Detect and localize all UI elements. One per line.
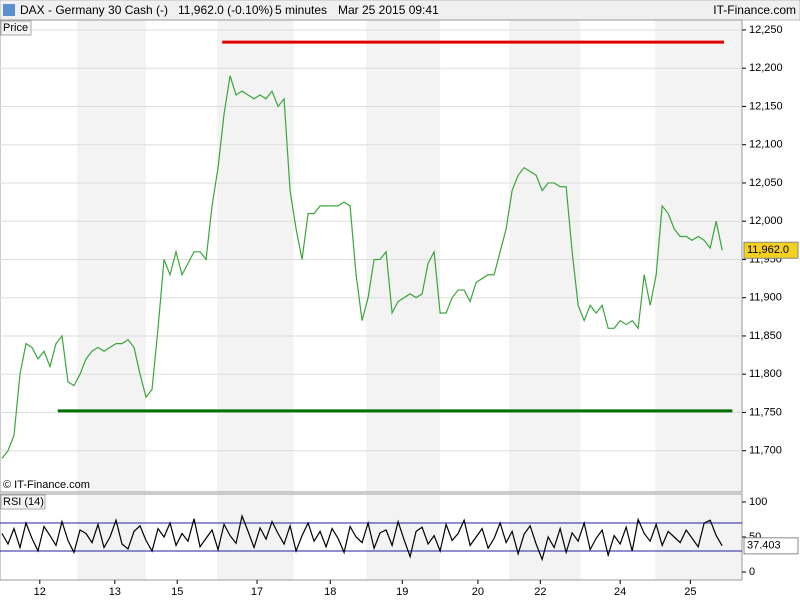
- y-tick-label: 11,750: [749, 406, 782, 418]
- panel-title: Price: [3, 22, 28, 34]
- y-tick-label: 0: [749, 566, 755, 578]
- x-tick-label: 19: [396, 586, 408, 598]
- day-shade: [217, 494, 294, 580]
- day-shade: [366, 20, 441, 492]
- x-tick-label: 12: [34, 586, 46, 598]
- datetime: Mar 25 2015 09:41: [338, 3, 439, 17]
- last-value-box: [743, 537, 799, 555]
- y-tick-label: 11,700: [749, 445, 782, 457]
- day-shade: [509, 20, 581, 492]
- day-shade: [217, 20, 294, 492]
- y-tick-label: 12,050: [749, 177, 783, 189]
- y-tick-label: 11,900: [749, 292, 782, 304]
- app-icon: [3, 4, 15, 16]
- last-value-label: 11,962.0: [747, 244, 789, 256]
- interval: 5 minutes: [275, 3, 327, 17]
- x-tick-label: 25: [684, 586, 696, 598]
- x-tick-label: 18: [324, 586, 336, 598]
- y-tick-label: 11,850: [749, 330, 782, 342]
- panel-title: RSI (14): [3, 496, 44, 508]
- x-tick-label: 24: [614, 586, 626, 598]
- day-shade: [77, 20, 147, 492]
- panel-title-box: [0, 20, 32, 36]
- series-line: [1, 75, 723, 459]
- x-tick-label: 17: [251, 586, 263, 598]
- y-tick-label: 11,800: [749, 368, 782, 380]
- y-tick-label: 100: [749, 496, 767, 508]
- y-tick-label: 12,000: [749, 215, 783, 227]
- x-tick-label: 15: [171, 586, 183, 598]
- day-shade: [509, 494, 581, 580]
- brand: IT-Finance.com: [713, 3, 796, 17]
- panel-frame: [0, 19, 743, 493]
- y-tick-label: 12,200: [749, 62, 783, 74]
- last-value-box: [743, 241, 799, 259]
- quote: 11,962.0 (-0.10%): [178, 3, 273, 17]
- x-tick-label: 13: [109, 586, 121, 598]
- watermark: © IT-Finance.com: [3, 479, 90, 491]
- x-tick-label: 20: [472, 586, 484, 598]
- symbol: DAX - Germany 30 Cash (-): [20, 3, 168, 17]
- y-tick-label: 12,250: [749, 24, 783, 36]
- day-shade: [655, 20, 742, 492]
- y-tick-label: 12,100: [749, 139, 783, 151]
- series-line: [1, 513, 723, 562]
- panel-title-box: [0, 494, 46, 510]
- day-shade: [655, 494, 742, 580]
- last-value-label: 37.403: [747, 540, 781, 552]
- y-tick-label: 12,150: [749, 100, 783, 112]
- x-tick-label: 22: [534, 586, 546, 598]
